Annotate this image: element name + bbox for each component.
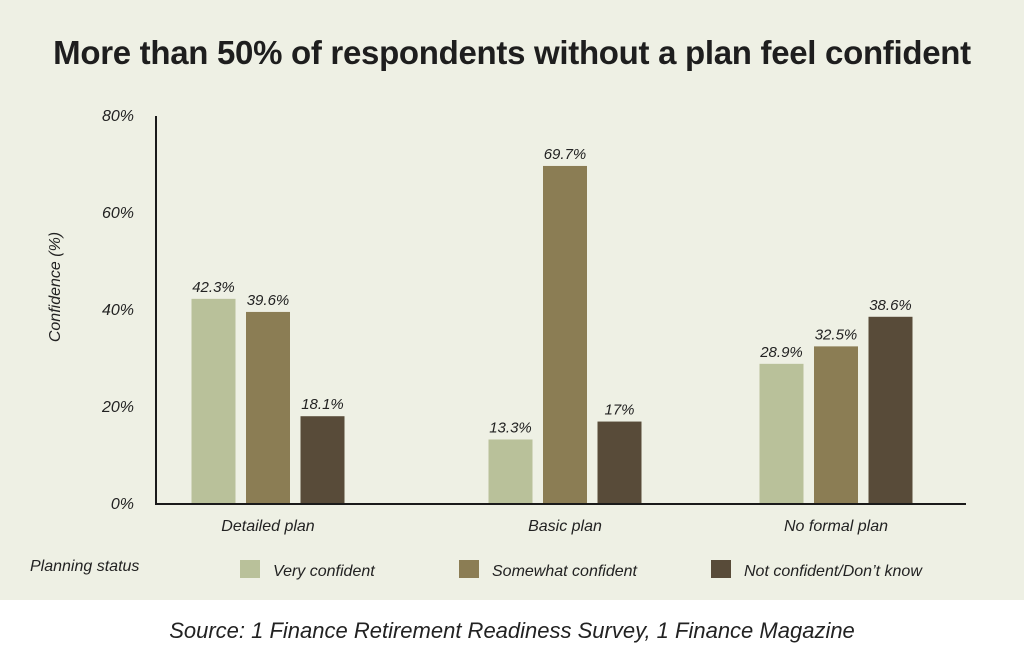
y-axis-label: Confidence (%) xyxy=(47,232,64,342)
bar xyxy=(488,439,533,504)
y-ticks: 0% 20% 40% 60% 80% xyxy=(101,108,134,513)
data-label: 17% xyxy=(604,402,634,419)
data-labels: 42.3% 39.6% 18.1% 13.3% 69.7% 17% 28.9% 32.5% 38… xyxy=(192,146,912,437)
category-labels: Detailed plan Basic plan No formal plan xyxy=(221,518,888,535)
legend-label: Very confident xyxy=(273,563,375,580)
category-label: Basic plan xyxy=(528,518,602,535)
y-tick-label: 80% xyxy=(102,108,134,125)
source-note: Source: 1 Finance Retirement Readiness S… xyxy=(169,618,855,643)
bar xyxy=(759,363,804,504)
bar xyxy=(543,165,587,504)
data-label: 39.6% xyxy=(247,292,290,309)
category-label: No formal plan xyxy=(784,518,888,535)
bars xyxy=(191,165,913,504)
legend-swatch xyxy=(240,560,260,578)
legend: Very confident Somewhat confident Not conf… xyxy=(240,560,923,580)
y-tick-label: 0% xyxy=(111,496,134,513)
data-label: 28.9% xyxy=(759,344,803,361)
y-axis-title: Confidence (%) xyxy=(47,232,64,342)
chart-title: More than 50% of respondents without a p… xyxy=(53,34,971,71)
data-label: 69.7% xyxy=(544,146,587,163)
bar xyxy=(191,298,236,504)
data-label: 32.5% xyxy=(815,326,858,343)
data-label: 42.3% xyxy=(192,279,235,296)
bar-chart: Confidence (%) 0% 20% 40% 60% 80% 42.3% 39.6%… xyxy=(30,108,966,580)
legend-swatch xyxy=(711,560,731,578)
y-tick-label: 60% xyxy=(102,205,134,222)
legend-label: Not confident/Don’t know xyxy=(744,563,923,580)
bar xyxy=(814,346,858,504)
y-tick-label: 20% xyxy=(101,399,134,416)
data-label: 38.6% xyxy=(869,297,912,314)
bar xyxy=(246,311,290,504)
data-label: 13.3% xyxy=(489,419,532,436)
legend-title: Planning status xyxy=(30,558,139,575)
legend-label: Somewhat confident xyxy=(492,563,638,580)
bar xyxy=(597,421,642,504)
legend-swatch xyxy=(459,560,479,578)
data-label: 18.1% xyxy=(301,396,344,413)
bar xyxy=(300,416,345,504)
bar xyxy=(868,316,913,504)
category-label: Detailed plan xyxy=(221,518,315,535)
y-tick-label: 40% xyxy=(102,302,134,319)
